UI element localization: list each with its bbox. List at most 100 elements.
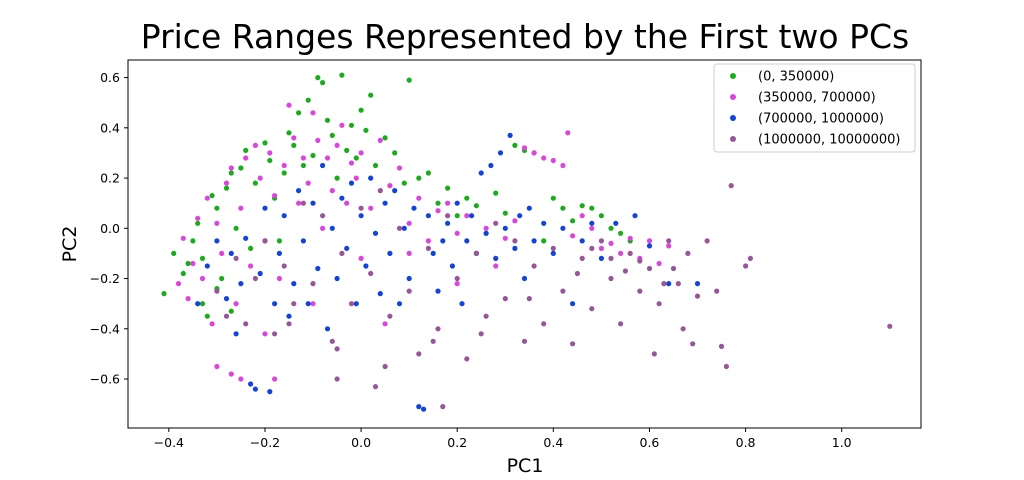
point-s3-73 <box>589 220 595 226</box>
point-s4-63 <box>887 323 893 329</box>
point-s4-66 <box>661 281 667 287</box>
point-s4-31 <box>483 313 489 319</box>
x-tick-label: 0.8 <box>736 435 756 450</box>
point-s3-37 <box>387 250 393 256</box>
point-s2-48 <box>425 238 431 244</box>
series-3 <box>195 132 701 412</box>
point-s1-46 <box>425 170 431 176</box>
point-s1-54 <box>502 210 508 216</box>
point-s1-43 <box>401 180 407 186</box>
point-s1-55 <box>512 142 518 148</box>
point-s1-27 <box>310 152 316 159</box>
point-s2-25 <box>281 162 287 169</box>
point-s4-68 <box>574 270 581 277</box>
point-s3-3 <box>223 296 230 302</box>
point-s4-39 <box>560 288 566 294</box>
point-s3-60 <box>497 150 504 156</box>
point-s4-20 <box>387 313 393 319</box>
point-s2-69 <box>618 250 624 256</box>
point-s2-15 <box>238 376 244 382</box>
point-s3-25 <box>329 225 335 231</box>
point-s2-67 <box>598 245 605 251</box>
point-s4-25 <box>435 326 441 332</box>
point-s4-67 <box>622 268 629 274</box>
point-s4-7 <box>281 263 287 269</box>
point-s1-51 <box>473 203 479 209</box>
point-s4-52 <box>675 281 681 287</box>
point-s3-79 <box>694 281 701 287</box>
x-tick-label: −0.2 <box>250 435 280 450</box>
point-s4-30 <box>473 250 479 256</box>
point-s2-75 <box>272 376 278 382</box>
point-s4-35 <box>521 338 528 344</box>
point-s2-46 <box>406 220 412 226</box>
point-s3-47 <box>435 288 441 294</box>
point-s2-47 <box>416 195 422 201</box>
point-s1-60 <box>560 205 566 211</box>
point-s4-47 <box>637 288 643 294</box>
point-s3-2 <box>214 238 220 244</box>
point-s4-41 <box>579 255 585 261</box>
point-s3-23 <box>320 162 326 169</box>
x-axis-ticks: −0.4 −0.2 0.0 0.2 0.4 0.6 0.8 1.0 <box>154 428 852 450</box>
point-s1-1 <box>171 250 177 256</box>
x-tick-label: 0.6 <box>640 435 660 450</box>
y-tick-label: 0.4 <box>100 120 120 135</box>
point-s1-35 <box>348 122 355 128</box>
point-s1-48 <box>445 185 451 191</box>
point-s3-18 <box>296 188 302 194</box>
point-s2-68 <box>608 240 614 246</box>
legend-marker <box>730 73 736 79</box>
point-s4-44 <box>608 275 614 282</box>
point-s2-76 <box>358 255 364 261</box>
point-s1-38 <box>363 127 369 133</box>
point-s3-36 <box>382 200 388 206</box>
point-s2-24 <box>276 275 282 282</box>
point-s4-18 <box>372 384 379 390</box>
point-s2-41 <box>358 150 364 156</box>
point-s1-20 <box>276 238 282 244</box>
point-s2-16 <box>238 205 244 211</box>
point-s2-59 <box>531 150 537 156</box>
point-s2-7 <box>209 321 215 327</box>
point-s1-39 <box>368 92 374 98</box>
legend-marker <box>730 94 736 100</box>
point-s3-33 <box>368 175 374 181</box>
point-s2-2 <box>185 296 191 302</box>
y-axis-label: PC2 <box>59 226 81 263</box>
point-s3-68 <box>541 220 547 226</box>
point-s1-5 <box>199 301 206 307</box>
point-s2-30 <box>305 180 311 186</box>
point-s2-52 <box>464 213 470 219</box>
point-s3-61 <box>502 225 508 231</box>
point-s3-7 <box>243 235 249 241</box>
point-s3-70 <box>560 225 566 231</box>
point-s4-3 <box>243 321 249 327</box>
point-s3-64 <box>517 213 523 219</box>
point-s3-11 <box>262 205 268 211</box>
point-s3-46 <box>430 250 436 256</box>
point-s1-25 <box>300 162 306 169</box>
point-s4-60 <box>728 183 734 189</box>
point-s3-50 <box>449 263 455 269</box>
point-s3-49 <box>445 220 451 226</box>
point-s3-27 <box>339 195 345 201</box>
point-s2-51 <box>454 230 460 236</box>
legend-marker <box>730 115 736 121</box>
point-s4-23 <box>416 351 422 357</box>
point-s4-59 <box>723 363 730 370</box>
point-s2-66 <box>589 225 595 231</box>
series-4 <box>214 183 893 410</box>
point-s1-45 <box>416 175 422 181</box>
point-s4-32 <box>493 220 499 226</box>
point-s3-74 <box>598 255 605 261</box>
point-s4-28 <box>454 275 460 282</box>
point-s4-69 <box>526 296 532 302</box>
point-s3-13 <box>272 301 278 307</box>
point-s3-34 <box>372 230 379 236</box>
point-s2-79 <box>310 301 316 307</box>
point-s1-31 <box>329 132 335 138</box>
point-s1-4 <box>195 220 201 226</box>
point-s2-72 <box>646 238 653 244</box>
point-s3-63 <box>512 245 518 251</box>
